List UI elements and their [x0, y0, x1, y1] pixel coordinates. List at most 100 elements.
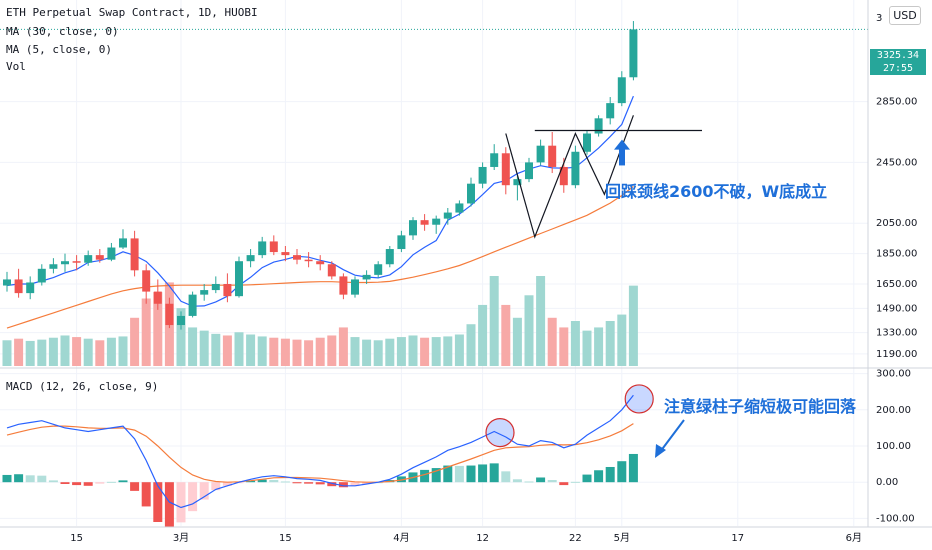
macd-hist-50: [582, 474, 592, 483]
candle-body-28: [327, 264, 336, 277]
time-axis: 15 3月 15 4月 12 22 5月 17 6月: [0, 526, 932, 544]
macd-hist-3: [37, 475, 47, 483]
volume-bar-30: [350, 337, 360, 366]
volume-bar-17: [199, 330, 209, 366]
candle-body-11: [130, 238, 139, 271]
macd-hist-15: [176, 482, 186, 523]
macd-hist-30: [350, 482, 360, 487]
neckline-annotation: 回踩颈线2600不破，W底成立: [605, 182, 828, 201]
macd-hist-26: [304, 482, 314, 484]
macd-hist-38: [443, 465, 453, 483]
macd-hist-19: [222, 482, 232, 486]
macd-hist-11: [130, 482, 140, 491]
macd-hist-17: [199, 482, 209, 500]
macd-hist-48: [559, 482, 569, 486]
volume-bar-8: [95, 340, 105, 366]
candle-body-53: [617, 77, 626, 104]
macd-hist-51: [594, 470, 604, 483]
macd-hist-40: [466, 465, 476, 483]
volume-bar-18: [211, 333, 221, 366]
candle-body-17: [200, 290, 209, 295]
volume-bar-31: [362, 339, 372, 366]
time-tick-3: 4月: [393, 532, 409, 544]
candle-body-46: [536, 145, 545, 163]
volume-bar-9: [106, 337, 116, 366]
volume-bar-52: [605, 321, 615, 366]
price-tick-5: 1490.00: [876, 303, 917, 314]
macd-hist-53: [617, 461, 627, 483]
macd-hist-49: [570, 481, 580, 483]
macd-hist-46: [536, 477, 546, 483]
volume-bar-0: [2, 340, 12, 366]
volume-bar-11: [130, 317, 140, 366]
macd-hist-41: [478, 464, 488, 483]
macd-hist-0: [2, 474, 12, 483]
candle-body-29: [339, 276, 348, 295]
volume-bar-22: [257, 336, 267, 366]
price-tick-0: 2850.00: [876, 97, 917, 108]
volume-bar-25: [292, 339, 302, 366]
candle-body-22: [258, 241, 267, 256]
volume-bar-21: [246, 334, 256, 366]
time-tick-0: 15: [70, 533, 83, 544]
candle-body-25: [293, 255, 301, 260]
currency-button[interactable]: USD: [889, 6, 921, 25]
volume-bar-27: [315, 337, 325, 366]
price-tick-7: 1190.00: [876, 349, 917, 360]
last-price-label: 3325.34: [870, 49, 926, 62]
candle-body-12: [142, 270, 151, 292]
legend-macd: MACD (12, 26, close, 9): [6, 380, 159, 393]
candle-body-1: [14, 279, 23, 294]
macd-hist-42: [489, 463, 499, 483]
macd-tick-2: 100.00: [876, 441, 911, 452]
candle-body-10: [119, 238, 127, 248]
volume-bar-51: [594, 327, 604, 366]
volume-bar-41: [478, 304, 488, 366]
candle-body-50: [583, 133, 591, 152]
candle-body-0: [3, 279, 11, 286]
price-tick-3: 1850.00: [876, 249, 917, 260]
candle-body-47: [548, 145, 557, 167]
volume-bar-2: [25, 340, 35, 366]
volume-bar-44: [512, 317, 522, 366]
legend-ma5: MA (5, close, 0): [6, 43, 112, 56]
volume-bar-34: [396, 337, 406, 366]
volume-bar-26: [304, 340, 314, 366]
volume-bar-39: [454, 334, 464, 366]
candle-body-37: [432, 218, 441, 225]
candle-body-51: [594, 118, 603, 134]
time-tick-5: 22: [569, 533, 582, 544]
volume-bar-10: [118, 336, 128, 366]
volume-bar-38: [443, 336, 453, 366]
volume-bar-42: [489, 276, 499, 366]
candle-body-4: [49, 264, 58, 269]
candle-body-33: [385, 249, 394, 265]
up-arrow-shaft: [619, 147, 625, 166]
volume-bar-37: [431, 337, 441, 366]
macd-hist-5: [60, 482, 70, 484]
volume-bar-5: [60, 335, 70, 366]
volume-bar-45: [524, 295, 534, 366]
time-tick-1: 3月: [173, 532, 189, 544]
volume-bar-35: [408, 335, 418, 366]
candle-body-15: [177, 315, 185, 326]
macd-line: [6, 394, 634, 509]
macd-hist-21: [246, 480, 256, 483]
macd-hist-9: [106, 481, 116, 483]
macd-hist-10: [118, 480, 128, 483]
note-arrow-head: [655, 444, 666, 458]
macd-hist-8: [95, 482, 105, 484]
time-tick-7: 17: [731, 533, 744, 544]
candle-body-24: [281, 252, 290, 256]
macd-hist-12: [141, 482, 151, 507]
price-tick-top: 3: [876, 13, 882, 24]
volume-bar-20: [234, 332, 244, 366]
time-tick-4: 12: [476, 533, 489, 544]
gridlines: [0, 0, 868, 526]
candle-body-8: [95, 255, 104, 260]
candle-body-31: [362, 274, 371, 280]
price-tick-1: 2450.00: [876, 157, 917, 168]
macd-hist-34: [396, 476, 406, 483]
candle-body-5: [61, 261, 69, 265]
